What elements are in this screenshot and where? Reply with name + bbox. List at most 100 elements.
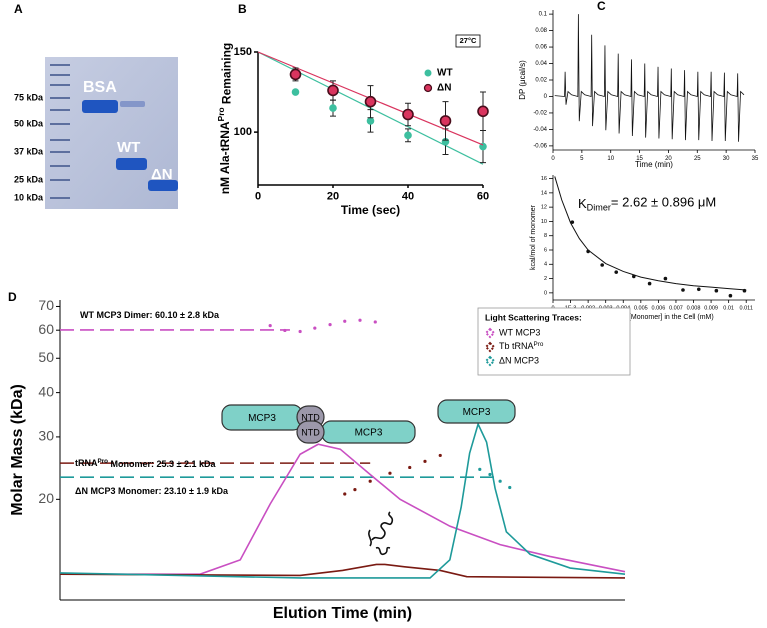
y-tick-label: -0.06 (533, 143, 547, 149)
y-axis-label: Molar Mass (kDa) (9, 384, 26, 516)
mass-point (373, 320, 377, 324)
gel-band (82, 100, 118, 113)
mass-point (368, 479, 372, 483)
y-tick-label: 0 (544, 94, 548, 100)
mass-point (498, 479, 502, 483)
data-point (714, 288, 719, 293)
y-tick-label: 2 (544, 276, 547, 282)
annotation-box (455, 34, 481, 48)
data-point (570, 220, 575, 224)
legend-label: ΔN MCP3 (499, 355, 539, 365)
trna-icon (368, 511, 394, 556)
y-tick-label: 70 (38, 297, 54, 313)
mass-point (408, 465, 412, 470)
mass-point (283, 328, 287, 333)
domain-label: NTD (301, 427, 320, 437)
annotation-part: = 2.62 ± 0.896 μM (611, 195, 716, 210)
mass-point (343, 319, 347, 323)
trace (59, 563, 626, 579)
legend-marker (484, 355, 496, 367)
data-point (632, 274, 636, 279)
marker-label: 75 kDa (14, 92, 44, 102)
mass-point (388, 471, 392, 475)
annotation-part: tRNA (75, 458, 98, 468)
legend-label: Tb tRNAPro (499, 341, 544, 352)
x-tick-label: 0.009 (704, 305, 718, 311)
domain-label: NTD (301, 412, 320, 422)
trace (554, 14, 745, 142)
y-tick-label: 20 (38, 490, 54, 506)
x-tick-label: 0.011 (740, 305, 753, 311)
gel-band (120, 101, 145, 107)
y-tick-label: 10 (541, 219, 547, 225)
panel-label: B (238, 2, 247, 16)
trace (59, 421, 626, 579)
data-point (289, 68, 302, 81)
legend-label: WT MCP3 (499, 327, 540, 337)
legend-marker (424, 69, 432, 77)
domain-label: MCP3 (248, 413, 276, 424)
annotation: ΔN MCP3 Monomer: 23.10 ± 1.9 kDa (75, 486, 229, 496)
x-axis-label: Time (sec) (341, 203, 400, 217)
y-tick-label: 0.08 (535, 28, 547, 34)
fit-line (554, 176, 747, 291)
legend-label: ΔN (437, 83, 451, 94)
x-tick-label: 40 (402, 191, 414, 203)
mass-point (488, 472, 492, 477)
x-tick-label: 0 (551, 156, 555, 162)
annotation-part: Pro (98, 458, 109, 465)
gel-band (148, 180, 178, 191)
y-tick-label: 0.06 (535, 45, 547, 51)
y-tick-label: -0.02 (533, 111, 547, 117)
x-tick-label: 0.01 (723, 305, 734, 311)
mass-point (268, 324, 272, 328)
mass-point (313, 326, 317, 330)
data-point (439, 115, 452, 127)
data-point (696, 287, 701, 292)
data-point (742, 288, 747, 293)
domain-label: MCP3 (463, 407, 491, 418)
x-axis-label: Equivalent [Monomer] in the Cell (mM) (594, 314, 713, 321)
x-tick-label: 20 (665, 156, 672, 162)
mass-point (328, 323, 332, 327)
y-tick-label: 0.04 (535, 61, 547, 67)
domain-label: MCP3 (355, 428, 383, 439)
x-tick-label: 15 (636, 156, 643, 162)
x-tick-label: 60 (477, 191, 489, 203)
mass-point (298, 329, 302, 334)
marker-label: 37 kDa (14, 146, 44, 156)
legend-title: Light Scattering Traces: (485, 312, 582, 322)
panel-label: A (14, 2, 23, 16)
data-point (663, 276, 668, 281)
x-tick-label: 30 (723, 156, 730, 162)
data-point (681, 288, 685, 292)
data-point (600, 263, 604, 267)
mass-point (358, 318, 362, 322)
band-label: ΔN (151, 166, 173, 183)
data-point (327, 84, 339, 97)
x-tick-label: 20 (327, 191, 339, 203)
band-label: WT (117, 139, 140, 156)
x-tick-label: 25 (694, 156, 701, 162)
data-point (366, 117, 375, 125)
annotation: 27°C (460, 36, 477, 45)
x-axis-label: Elution Time (min) (273, 605, 412, 622)
annotation: tRNAPro Monomer: 25.3 ± 2.1 kDa (75, 458, 216, 470)
ladder (50, 64, 70, 199)
y-tick-label: 0.02 (535, 78, 547, 84)
y-tick-label: 12 (541, 205, 547, 211)
marker-label: 25 kDa (14, 174, 44, 184)
mass-point (343, 492, 347, 496)
y-axis-label: nM Ala-tRNAPro Remaining (216, 43, 233, 195)
y-tick-label: -0.04 (533, 127, 547, 133)
y-tick-label: 0.1 (539, 12, 548, 18)
annotation: WT MCP3 Dimer: 60.10 ± 2.8 kDa (80, 310, 220, 320)
y-tick-label: 50 (38, 349, 54, 365)
data-point (728, 293, 733, 298)
x-tick-label: 0.006 (652, 305, 666, 311)
marker-label: 50 kDa (14, 118, 44, 128)
domain-shape (437, 399, 516, 424)
domain-shape (296, 420, 325, 444)
